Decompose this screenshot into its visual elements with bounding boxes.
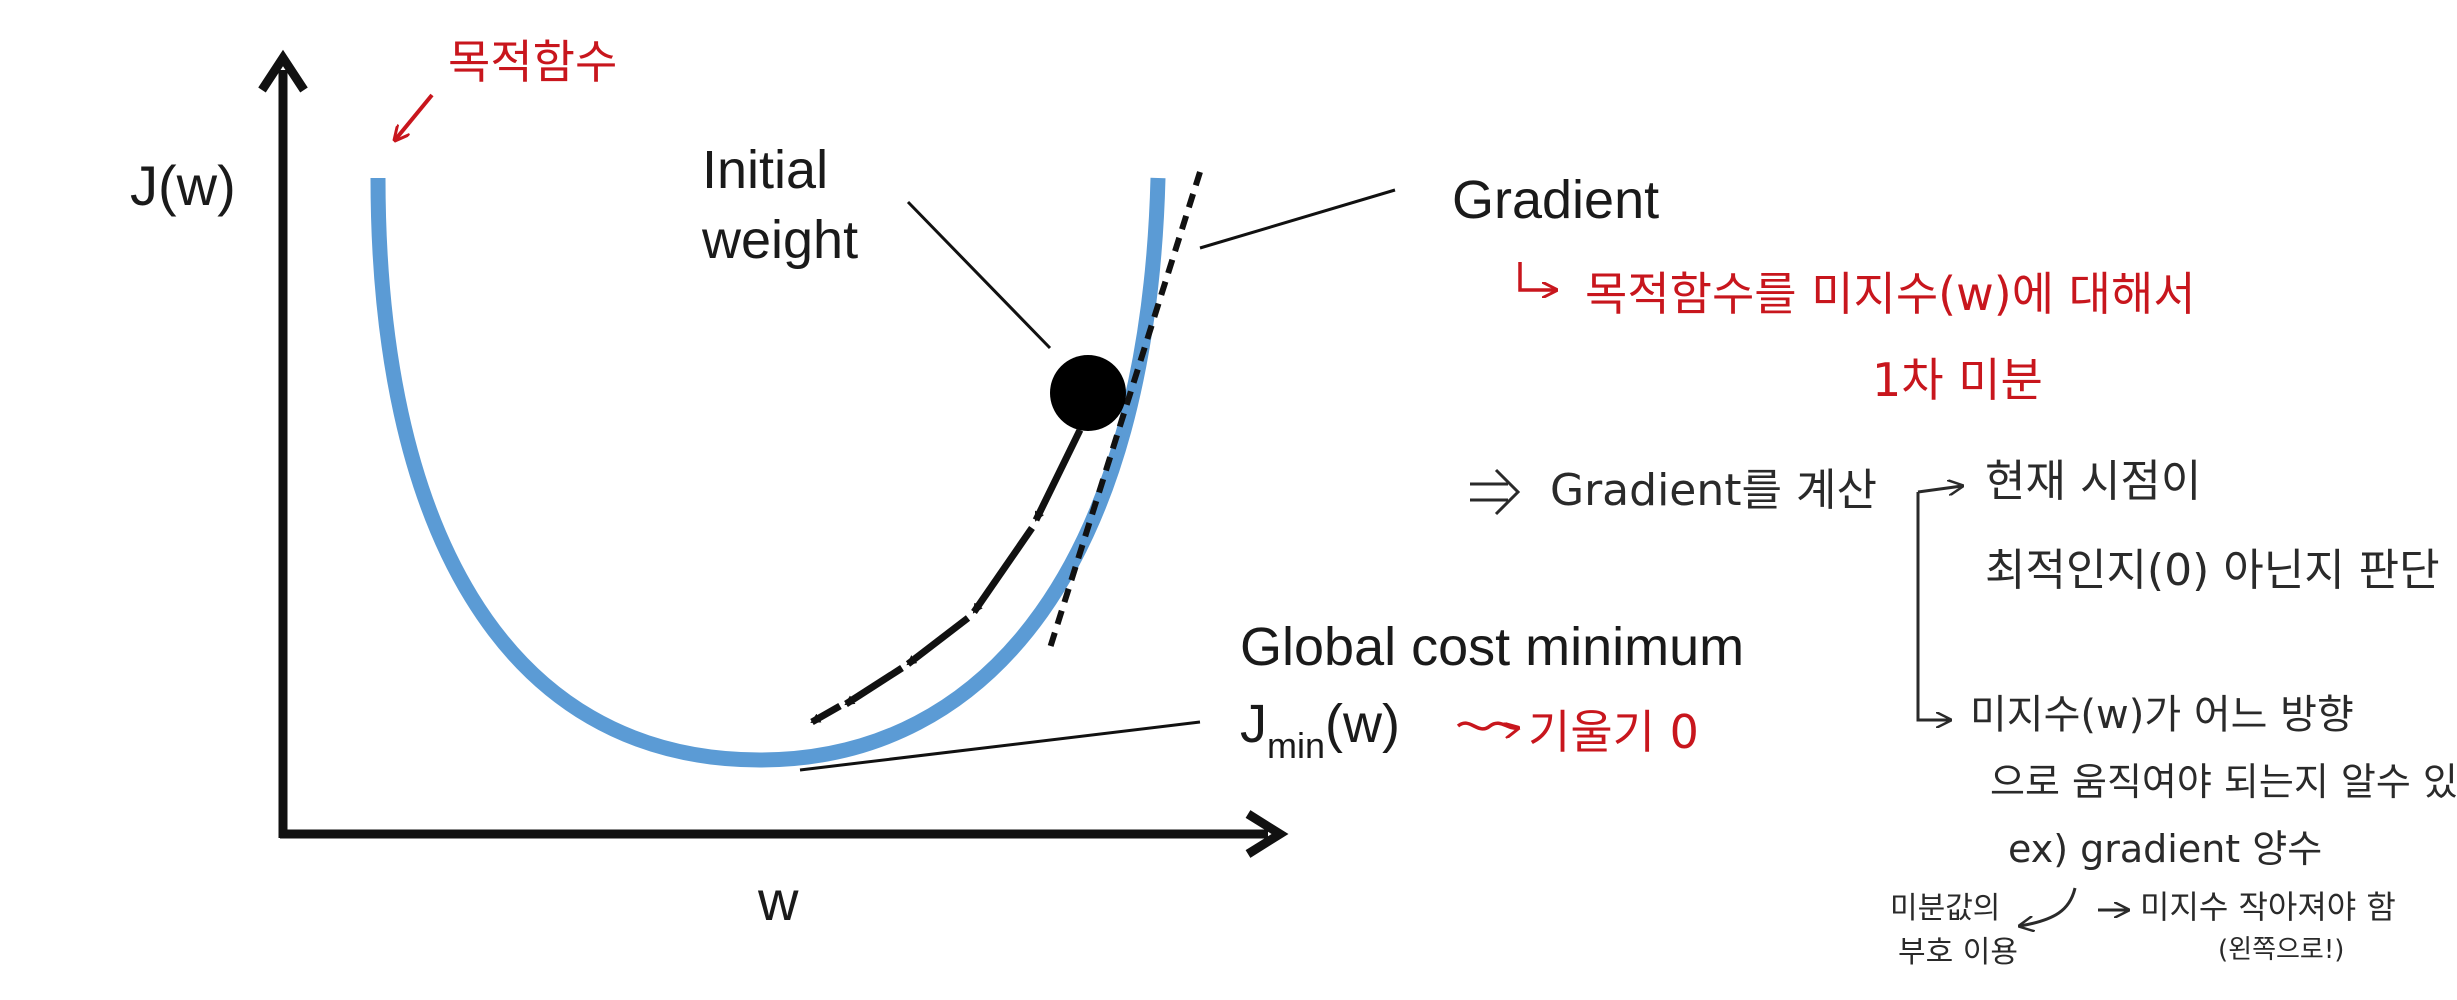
gradient-tangent-line: [1047, 171, 1203, 649]
branch-connector: [1916, 492, 1950, 720]
x-axis-label: w: [757, 869, 799, 932]
initial-weight-label-line2: weight: [701, 210, 858, 270]
y-axis-label: J(w): [130, 154, 236, 217]
gradient-def-line2: 1차 미분: [1872, 353, 2043, 407]
note-left-line2: 부호 이용: [1898, 935, 2018, 970]
objective-label: 목적함수: [448, 35, 617, 89]
branch1-arrow: [1917, 486, 1962, 492]
descent-step-arrow: [844, 665, 904, 707]
axes: J(w) w: [130, 49, 1289, 932]
intro-label: Gradient를 계산: [1550, 465, 1877, 516]
descent-step-arrow: [971, 526, 1035, 614]
cost-curve: [370, 177, 1166, 768]
slope-zero-label: 기울기 0: [1528, 705, 1699, 759]
gradient-leader: [1199, 188, 1396, 250]
jmin-subscript: min: [1267, 725, 1325, 766]
descent-step-arrow: [810, 702, 842, 726]
global-min-leader: [799, 720, 1201, 772]
jmin-main: J: [1240, 694, 1267, 754]
global-min-label: Global cost minimum: [1240, 617, 1744, 677]
note-left-line1: 미분값의: [1890, 891, 2000, 926]
initial-weight-point: [1050, 355, 1126, 431]
descent-step-arrow: [905, 615, 971, 667]
slope-zero-arrow: [1456, 723, 1518, 729]
note-right-sub: (왼쪽으로!): [2218, 935, 2344, 965]
gradient-def-hook-arrow: [1518, 262, 1556, 290]
implies-symbol: [1470, 468, 1521, 516]
note-right: 미지수 작아져야 함: [2140, 888, 2396, 926]
branch1-line1: 현재 시점이: [1985, 456, 2201, 507]
x-axis-arrowhead: [1245, 810, 1289, 858]
initial-weight-label-line1: Initial: [702, 140, 828, 200]
branch1-line2: 최적인지(0) 아닌지 판단: [1985, 545, 2440, 596]
jmin-tail: (w): [1325, 694, 1400, 754]
descent-step-arrow: [1032, 428, 1084, 522]
objective-arrow: [395, 93, 434, 140]
branch2-line2: 으로 움직여야 되는지 알수 있음: [1990, 760, 2457, 804]
y-axis-arrowhead: [258, 49, 308, 93]
gradient-label: Gradient: [1452, 170, 1659, 230]
gradient-def-line1: 목적함수를 미지수(w)에 대해서: [1585, 267, 2196, 321]
initial-weight-leader: [906, 200, 1052, 350]
example-label: ex) gradient 양수: [2008, 827, 2322, 871]
example-left-arrow: [2020, 887, 2077, 926]
descent-steps: [810, 428, 1084, 726]
branch2-line1: 미지수(w)가 어느 방향: [1970, 692, 2354, 738]
jmin-label: Jmin(w): [1240, 694, 1400, 766]
